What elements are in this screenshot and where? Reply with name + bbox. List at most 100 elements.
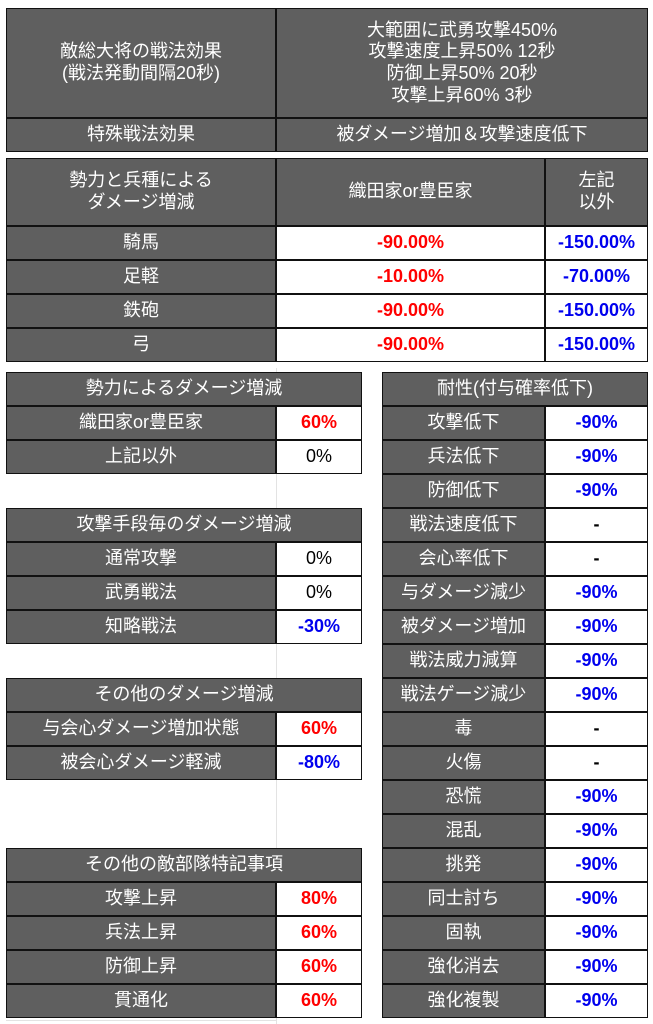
- resistance-value-text: -90%: [575, 786, 618, 807]
- unit-value-oda-toyotomi: -90.00%: [276, 226, 545, 260]
- modifier-value: 60%: [276, 916, 362, 950]
- resistance-value: -90%: [545, 474, 648, 508]
- modifier-value: 0%: [276, 576, 362, 610]
- faction-unit-col1-header: 織田家or豊臣家: [276, 158, 545, 226]
- modifier-value-text: 0%: [305, 548, 332, 569]
- resistance-label: 与ダメージ減少: [382, 576, 545, 610]
- unit-value-others: -70.00%: [545, 260, 648, 294]
- resistance-title-text: 耐性(付与確率低下): [437, 378, 593, 399]
- resistance-label: 混乱: [382, 814, 545, 848]
- resistance-value-text: -: [593, 548, 600, 569]
- resistance-label-text: 防御低下: [427, 480, 500, 501]
- resistance-value: -90%: [545, 780, 648, 814]
- modifier-label: 貫通化: [6, 984, 276, 1018]
- unit-type-label: 騎馬: [6, 226, 276, 260]
- resistance-value: -90%: [545, 950, 648, 984]
- resistance-label-text: 混乱: [445, 820, 482, 841]
- resistance-label-text: 強化複製: [427, 990, 500, 1011]
- resistance-label: 会心率低下: [382, 542, 545, 576]
- special-effect-value: 被ダメージ増加＆攻撃速度低下: [276, 118, 648, 152]
- resistance-value-text: -90%: [575, 412, 618, 433]
- unit-value-others-text: -150.00%: [557, 300, 636, 321]
- left-table-title-text: その他のダメージ増減: [94, 684, 274, 705]
- resistance-label: 戦法威力減算: [382, 644, 545, 678]
- resistance-label-text: 被ダメージ増加: [400, 616, 527, 637]
- resistance-label: 同士討ち: [382, 882, 545, 916]
- resistance-label-text: 強化消去: [427, 956, 500, 977]
- unit-value-oda-toyotomi-text: -90.00%: [376, 232, 445, 253]
- resistance-value: -: [545, 746, 648, 780]
- unit-value-oda-toyotomi-text: -90.00%: [376, 334, 445, 355]
- resistance-label: 兵法低下: [382, 440, 545, 474]
- unit-type-label-text: 騎馬: [123, 232, 159, 253]
- faction-unit-col2-header-text: 左記 以外: [578, 170, 615, 212]
- resistance-label: 防御低下: [382, 474, 545, 508]
- unit-type-label: 弓: [6, 328, 276, 362]
- skill-effect-label-text: 敵総大将の戦法効果 (戦法発動間隔20秒): [60, 41, 222, 83]
- resistance-value-text: -90%: [575, 480, 618, 501]
- modifier-value-text: 0%: [305, 582, 332, 603]
- resistance-value: -90%: [545, 678, 648, 712]
- resistance-label: 戦法速度低下: [382, 508, 545, 542]
- resistance-value: -90%: [545, 814, 648, 848]
- modifier-value-text: 0%: [305, 446, 332, 467]
- left-table-title-text: 攻撃手段毎のダメージ増減: [76, 514, 292, 535]
- modifier-label: 上記以外: [6, 440, 276, 474]
- modifier-value: -30%: [276, 610, 362, 644]
- left-table-title: 攻撃手段毎のダメージ増減: [6, 508, 362, 542]
- resistance-value-text: -90%: [575, 582, 618, 603]
- resistance-value-text: -90%: [575, 922, 618, 943]
- resistance-value: -90%: [545, 610, 648, 644]
- modifier-label-text: 武勇戦法: [105, 582, 177, 603]
- resistance-label: 恐慌: [382, 780, 545, 814]
- unit-value-others: -150.00%: [545, 226, 648, 260]
- modifier-label-text: 防御上昇: [105, 956, 177, 977]
- resistance-value-text: -90%: [575, 956, 618, 977]
- resistance-value: -: [545, 712, 648, 746]
- resistance-value-text: -90%: [575, 820, 618, 841]
- modifier-label-text: 織田家or豊臣家: [78, 412, 203, 433]
- resistance-label-text: 同士討ち: [427, 888, 500, 909]
- unit-type-label-text: 足軽: [123, 266, 159, 287]
- skill-effect-value: 大範囲に武勇攻撃450% 攻撃速度上昇50% 12秒 防御上昇50% 20秒 攻…: [276, 8, 648, 118]
- modifier-value: 60%: [276, 950, 362, 984]
- skill-effect-label: 敵総大将の戦法効果 (戦法発動間隔20秒): [6, 8, 276, 118]
- modifier-label-text: 通常攻撃: [105, 548, 177, 569]
- unit-value-oda-toyotomi-text: -10.00%: [376, 266, 445, 287]
- resistance-value-text: -90%: [575, 684, 618, 705]
- faction-unit-col1-header-text: 織田家or豊臣家: [348, 181, 473, 202]
- unit-type-label-text: 鉄砲: [123, 300, 159, 321]
- modifier-value-text: 60%: [300, 956, 338, 977]
- resistance-title: 耐性(付与確率低下): [382, 372, 648, 406]
- modifier-value-text: 80%: [300, 888, 338, 909]
- modifier-value: -80%: [276, 746, 362, 780]
- resistance-label-text: 恐慌: [445, 786, 482, 807]
- modifier-value-text: 60%: [300, 990, 338, 1011]
- left-table-title-text: 勢力によるダメージ増減: [85, 378, 283, 399]
- modifier-label-text: 知略戦法: [105, 616, 177, 637]
- resistance-label: 強化消去: [382, 950, 545, 984]
- resistance-label: 固執: [382, 916, 545, 950]
- unit-value-others: -150.00%: [545, 328, 648, 362]
- modifier-label-text: 攻撃上昇: [105, 888, 177, 909]
- special-effect-label: 特殊戦法効果: [6, 118, 276, 152]
- resistance-label-text: 会心率低下: [418, 548, 509, 569]
- faction-unit-header-text: 勢力と兵種による ダメージ増減: [69, 170, 213, 212]
- modifier-label: 武勇戦法: [6, 576, 276, 610]
- modifier-value: 60%: [276, 984, 362, 1018]
- resistance-value: -90%: [545, 916, 648, 950]
- unit-value-others-text: -70.00%: [562, 266, 631, 287]
- resistance-value-text: -90%: [575, 888, 618, 909]
- resistance-label-text: 戦法速度低下: [409, 514, 518, 535]
- resistance-value: -90%: [545, 406, 648, 440]
- unit-value-others-text: -150.00%: [557, 232, 636, 253]
- resistance-value: -: [545, 508, 648, 542]
- modifier-value-text: 60%: [300, 412, 338, 433]
- resistance-value-text: -: [593, 718, 600, 739]
- modifier-label-text: 被会心ダメージ軽減: [60, 752, 222, 773]
- resistance-label: 攻撃低下: [382, 406, 545, 440]
- unit-value-oda-toyotomi: -10.00%: [276, 260, 545, 294]
- resistance-label: 挑発: [382, 848, 545, 882]
- resistance-label-text: 戦法威力減算: [409, 650, 518, 671]
- modifier-label: 知略戦法: [6, 610, 276, 644]
